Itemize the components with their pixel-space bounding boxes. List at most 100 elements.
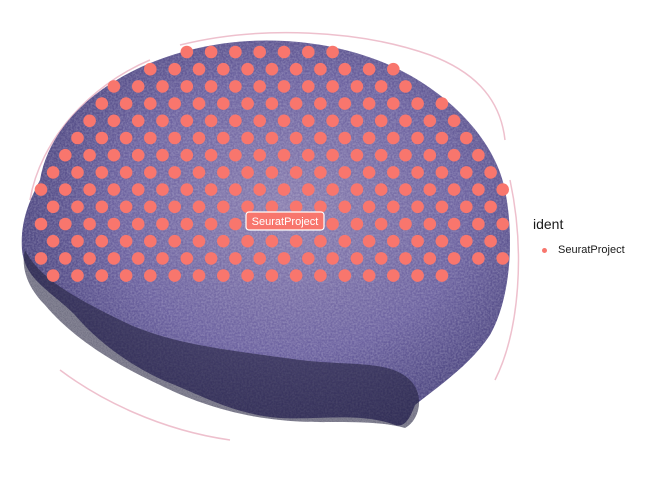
spot	[180, 114, 194, 128]
spot	[447, 148, 461, 162]
spot	[399, 252, 412, 265]
spot	[289, 62, 303, 76]
spot	[289, 97, 303, 110]
spot	[253, 252, 266, 265]
spot	[314, 62, 327, 76]
spot	[59, 217, 72, 231]
spot	[131, 252, 145, 265]
spot	[204, 183, 218, 196]
spot	[59, 252, 72, 265]
spot	[180, 217, 194, 231]
spot	[326, 114, 339, 128]
spot	[374, 183, 388, 196]
spot	[265, 200, 279, 214]
spot	[204, 148, 218, 162]
spot	[399, 217, 412, 231]
spot	[447, 183, 461, 196]
spot	[204, 252, 218, 265]
spot	[374, 80, 388, 93]
spot	[435, 234, 449, 248]
spot	[83, 217, 96, 231]
spot	[484, 234, 497, 248]
spot	[387, 166, 400, 179]
spot	[46, 269, 60, 282]
spot	[119, 234, 133, 248]
spot	[192, 62, 206, 76]
spot	[387, 62, 400, 76]
spot	[34, 252, 48, 265]
spot	[362, 131, 376, 145]
spot	[192, 97, 206, 110]
spot	[229, 252, 242, 265]
spot	[156, 252, 169, 265]
spot	[350, 183, 364, 196]
spot	[447, 252, 461, 265]
spot	[338, 131, 352, 145]
spot	[277, 148, 291, 162]
spot	[107, 114, 121, 128]
spot	[338, 200, 352, 214]
spot	[204, 217, 218, 231]
spot	[374, 252, 388, 265]
spot	[399, 148, 412, 162]
spot	[447, 217, 461, 231]
spot	[460, 200, 473, 214]
spot	[387, 200, 400, 214]
spot	[168, 234, 181, 248]
spot	[362, 97, 376, 110]
spot	[71, 200, 84, 214]
spot	[326, 148, 339, 162]
spot	[496, 217, 510, 231]
spot	[34, 183, 48, 196]
spot	[326, 217, 339, 231]
spot	[423, 148, 437, 162]
spot	[59, 148, 72, 162]
spot	[95, 234, 109, 248]
spot	[253, 45, 266, 59]
spot	[229, 80, 242, 93]
spot	[144, 97, 157, 110]
spot	[411, 131, 424, 145]
spot	[217, 269, 230, 282]
spot	[204, 45, 218, 59]
spot	[277, 80, 291, 93]
spot	[71, 166, 84, 179]
legend: ident SeuratProject	[533, 216, 625, 260]
spot	[423, 252, 437, 265]
spot	[472, 148, 485, 162]
spot	[156, 114, 169, 128]
spot	[423, 114, 437, 128]
spot	[131, 114, 145, 128]
spot	[362, 269, 376, 282]
spot	[204, 80, 218, 93]
spot	[229, 183, 242, 196]
tissue-background	[21, 31, 520, 441]
spot	[314, 97, 327, 110]
spot	[362, 200, 376, 214]
spot	[435, 97, 449, 110]
spot	[338, 62, 352, 76]
spot	[156, 183, 169, 196]
spot	[217, 166, 230, 179]
spot	[241, 131, 254, 145]
spot	[180, 148, 194, 162]
spot	[168, 62, 181, 76]
spot	[229, 148, 242, 162]
spot	[131, 148, 145, 162]
spot	[168, 131, 181, 145]
spot	[289, 131, 303, 145]
spot	[496, 183, 510, 196]
spot	[217, 131, 230, 145]
spot	[253, 114, 266, 128]
spot	[95, 131, 109, 145]
spot	[119, 166, 133, 179]
spot	[83, 148, 96, 162]
spot	[460, 166, 473, 179]
spot	[350, 217, 364, 231]
spot	[107, 252, 121, 265]
spot	[192, 166, 206, 179]
spot	[241, 234, 254, 248]
spot	[277, 114, 291, 128]
spot	[423, 217, 437, 231]
spot	[411, 166, 424, 179]
